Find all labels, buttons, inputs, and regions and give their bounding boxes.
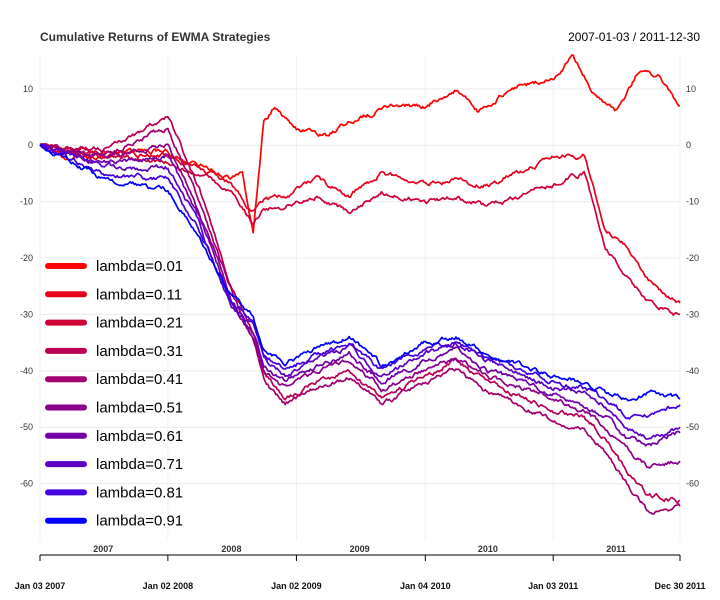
series-line (39, 143, 681, 316)
legend-label: lambda=0.31 (96, 343, 183, 360)
y-tick-label-left: 0 (28, 140, 33, 150)
series-line (39, 143, 681, 304)
year-label: 2009 (350, 544, 370, 554)
y-tick-label-right: -60 (686, 479, 699, 489)
legend: lambda=0.01 lambda=0.11 lambda=0.21 lambda=… (45, 258, 183, 530)
year-label: 2010 (478, 544, 498, 554)
date-label: Jan 03 2007 (15, 581, 66, 591)
date-label: Jan 03 2011 (528, 581, 578, 591)
series-lines (39, 54, 681, 515)
y-tick-label-left: -20 (20, 253, 33, 263)
y-tick-label-right: -10 (686, 197, 699, 207)
y-tick-label-right: -20 (686, 253, 699, 263)
year-label: 2011 (606, 544, 626, 554)
series-line (39, 143, 681, 469)
x-axis: 2007 2008 2009 2010 2011 Jan 03 2007 Jan 02 20… (15, 544, 706, 591)
series-line (39, 144, 681, 420)
date-label: Jan 02 2009 (271, 581, 322, 591)
legend-label: lambda=0.81 (96, 484, 183, 501)
y-tick-label-right: -40 (686, 366, 699, 376)
legend-label: lambda=0.61 (96, 428, 183, 445)
legend-label: lambda=0.71 (96, 456, 183, 473)
legend-label: lambda=0.01 (96, 258, 183, 275)
year-label: 2007 (93, 544, 113, 554)
y-tick-label-left: -30 (20, 309, 33, 319)
legend-label: lambda=0.41 (96, 371, 183, 388)
y-tick-label-left: -10 (20, 197, 33, 207)
y-tick-label-left: -40 (20, 366, 33, 376)
y-tick-label-left: 10 (23, 84, 33, 94)
series-line (39, 54, 681, 234)
chart-date-range: 2007-01-03 / 2011-12-30 (568, 30, 700, 44)
legend-label: lambda=0.11 (96, 286, 182, 303)
date-label: Jan 02 2008 (143, 581, 194, 591)
series-line (39, 116, 681, 504)
series-line (39, 144, 681, 402)
series-line (39, 144, 681, 447)
legend-label: lambda=0.91 (96, 513, 183, 530)
chart-title: Cumulative Returns of EWMA Strategies (40, 30, 271, 44)
y-tick-label-left: -50 (20, 422, 33, 432)
legend-label: lambda=0.21 (96, 315, 183, 332)
y-tick-label-left: -60 (20, 479, 33, 489)
y-axis-left: 10 0 -10 -20 -30 -40 -50 -60 (20, 84, 33, 489)
date-label: Dec 30 2011 (654, 581, 705, 591)
date-label: Jan 04 2010 (400, 581, 451, 591)
y-tick-label-right: -30 (686, 309, 699, 319)
y-axis-right: 10 0 -10 -20 -30 -40 -50 -60 (686, 84, 699, 489)
legend-label: lambda=0.51 (96, 400, 183, 417)
year-label: 2008 (221, 544, 241, 554)
y-tick-label-right: 0 (686, 140, 691, 150)
y-tick-label-right: 10 (686, 84, 696, 94)
series-line (39, 127, 681, 515)
series-line (39, 143, 681, 440)
y-tick-label-right: -50 (686, 422, 699, 432)
